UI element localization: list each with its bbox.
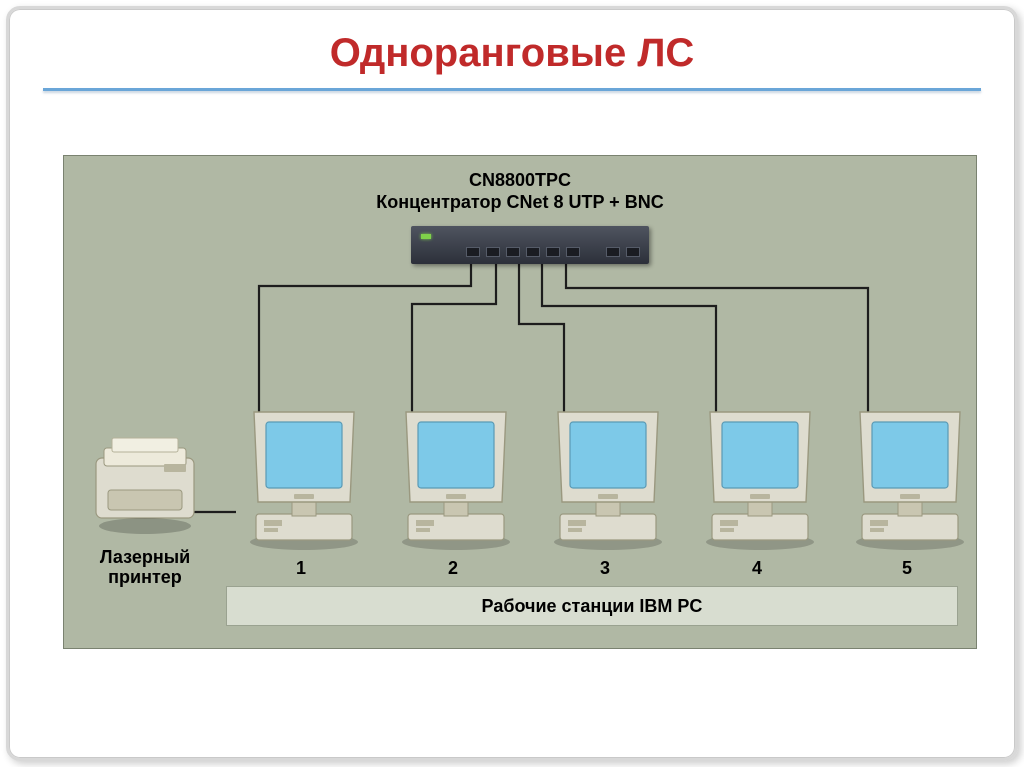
workstations-caption-bar: Рабочие станции IBM PC [226,586,958,626]
hub-port-icon [566,247,580,257]
workstation [238,404,370,552]
workstation [390,404,522,552]
hub-port-icon [466,247,480,257]
slide-title: Одноранговые ЛС [9,9,1015,88]
workstation [844,404,976,552]
hub-port-icon [506,247,520,257]
slide-frame: Одноранговые ЛС CN8800TPC Концентратор C… [6,6,1018,761]
hub-device [411,226,649,264]
hub-port-icon [606,247,620,257]
workstation [542,404,674,552]
laser-printer [86,428,204,538]
hub-port-icon [526,247,540,257]
workstation [694,404,826,552]
title-underline [43,88,981,91]
printer-label: Лазерный принтер [80,548,210,588]
hub-port-icon [546,247,560,257]
workstation-number-label: 3 [600,558,610,579]
printer-label-line1: Лазерный [100,547,190,567]
workstation-number-label: 2 [448,558,458,579]
hub-port-icon [626,247,640,257]
workstation-number-label: 4 [752,558,762,579]
workstations-caption: Рабочие станции IBM PC [482,596,703,617]
network-diagram: CN8800TPC Концентратор CNet 8 UTP + BNC [63,155,977,649]
workstation-number-label: 5 [902,558,912,579]
printer-label-line2: принтер [108,567,182,587]
hub-port-icon [486,247,500,257]
hub-led-icon [421,234,431,239]
network-cable [259,264,471,418]
workstation-number-label: 1 [296,558,306,579]
hub-body [411,226,649,264]
